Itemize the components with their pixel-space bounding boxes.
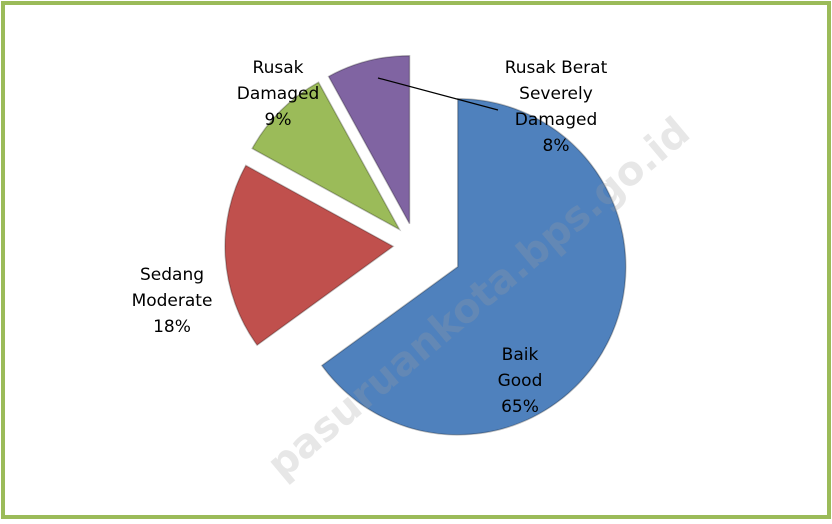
slice-label: Damaged: [237, 84, 320, 104]
value-label: 18%: [153, 317, 191, 337]
slice-label: Baik: [502, 345, 539, 365]
pie-slice: [327, 54, 411, 225]
pie-slice: [320, 98, 627, 436]
pie-slice: [251, 81, 402, 232]
pie-slice: [224, 164, 395, 347]
leader-line: [377, 77, 499, 111]
slice-label: Damaged: [515, 110, 598, 130]
slice-label: Moderate: [132, 291, 213, 311]
value-label: 9%: [265, 110, 292, 130]
value-label: 65%: [501, 397, 539, 417]
slice-label: Severely: [519, 84, 593, 104]
slice-label: Rusak: [253, 58, 304, 78]
value-label: 8%: [543, 136, 570, 156]
slice-label: Sedang: [140, 265, 204, 285]
slice-label: Good: [498, 371, 543, 391]
slice-label: Rusak Berat: [505, 58, 608, 78]
